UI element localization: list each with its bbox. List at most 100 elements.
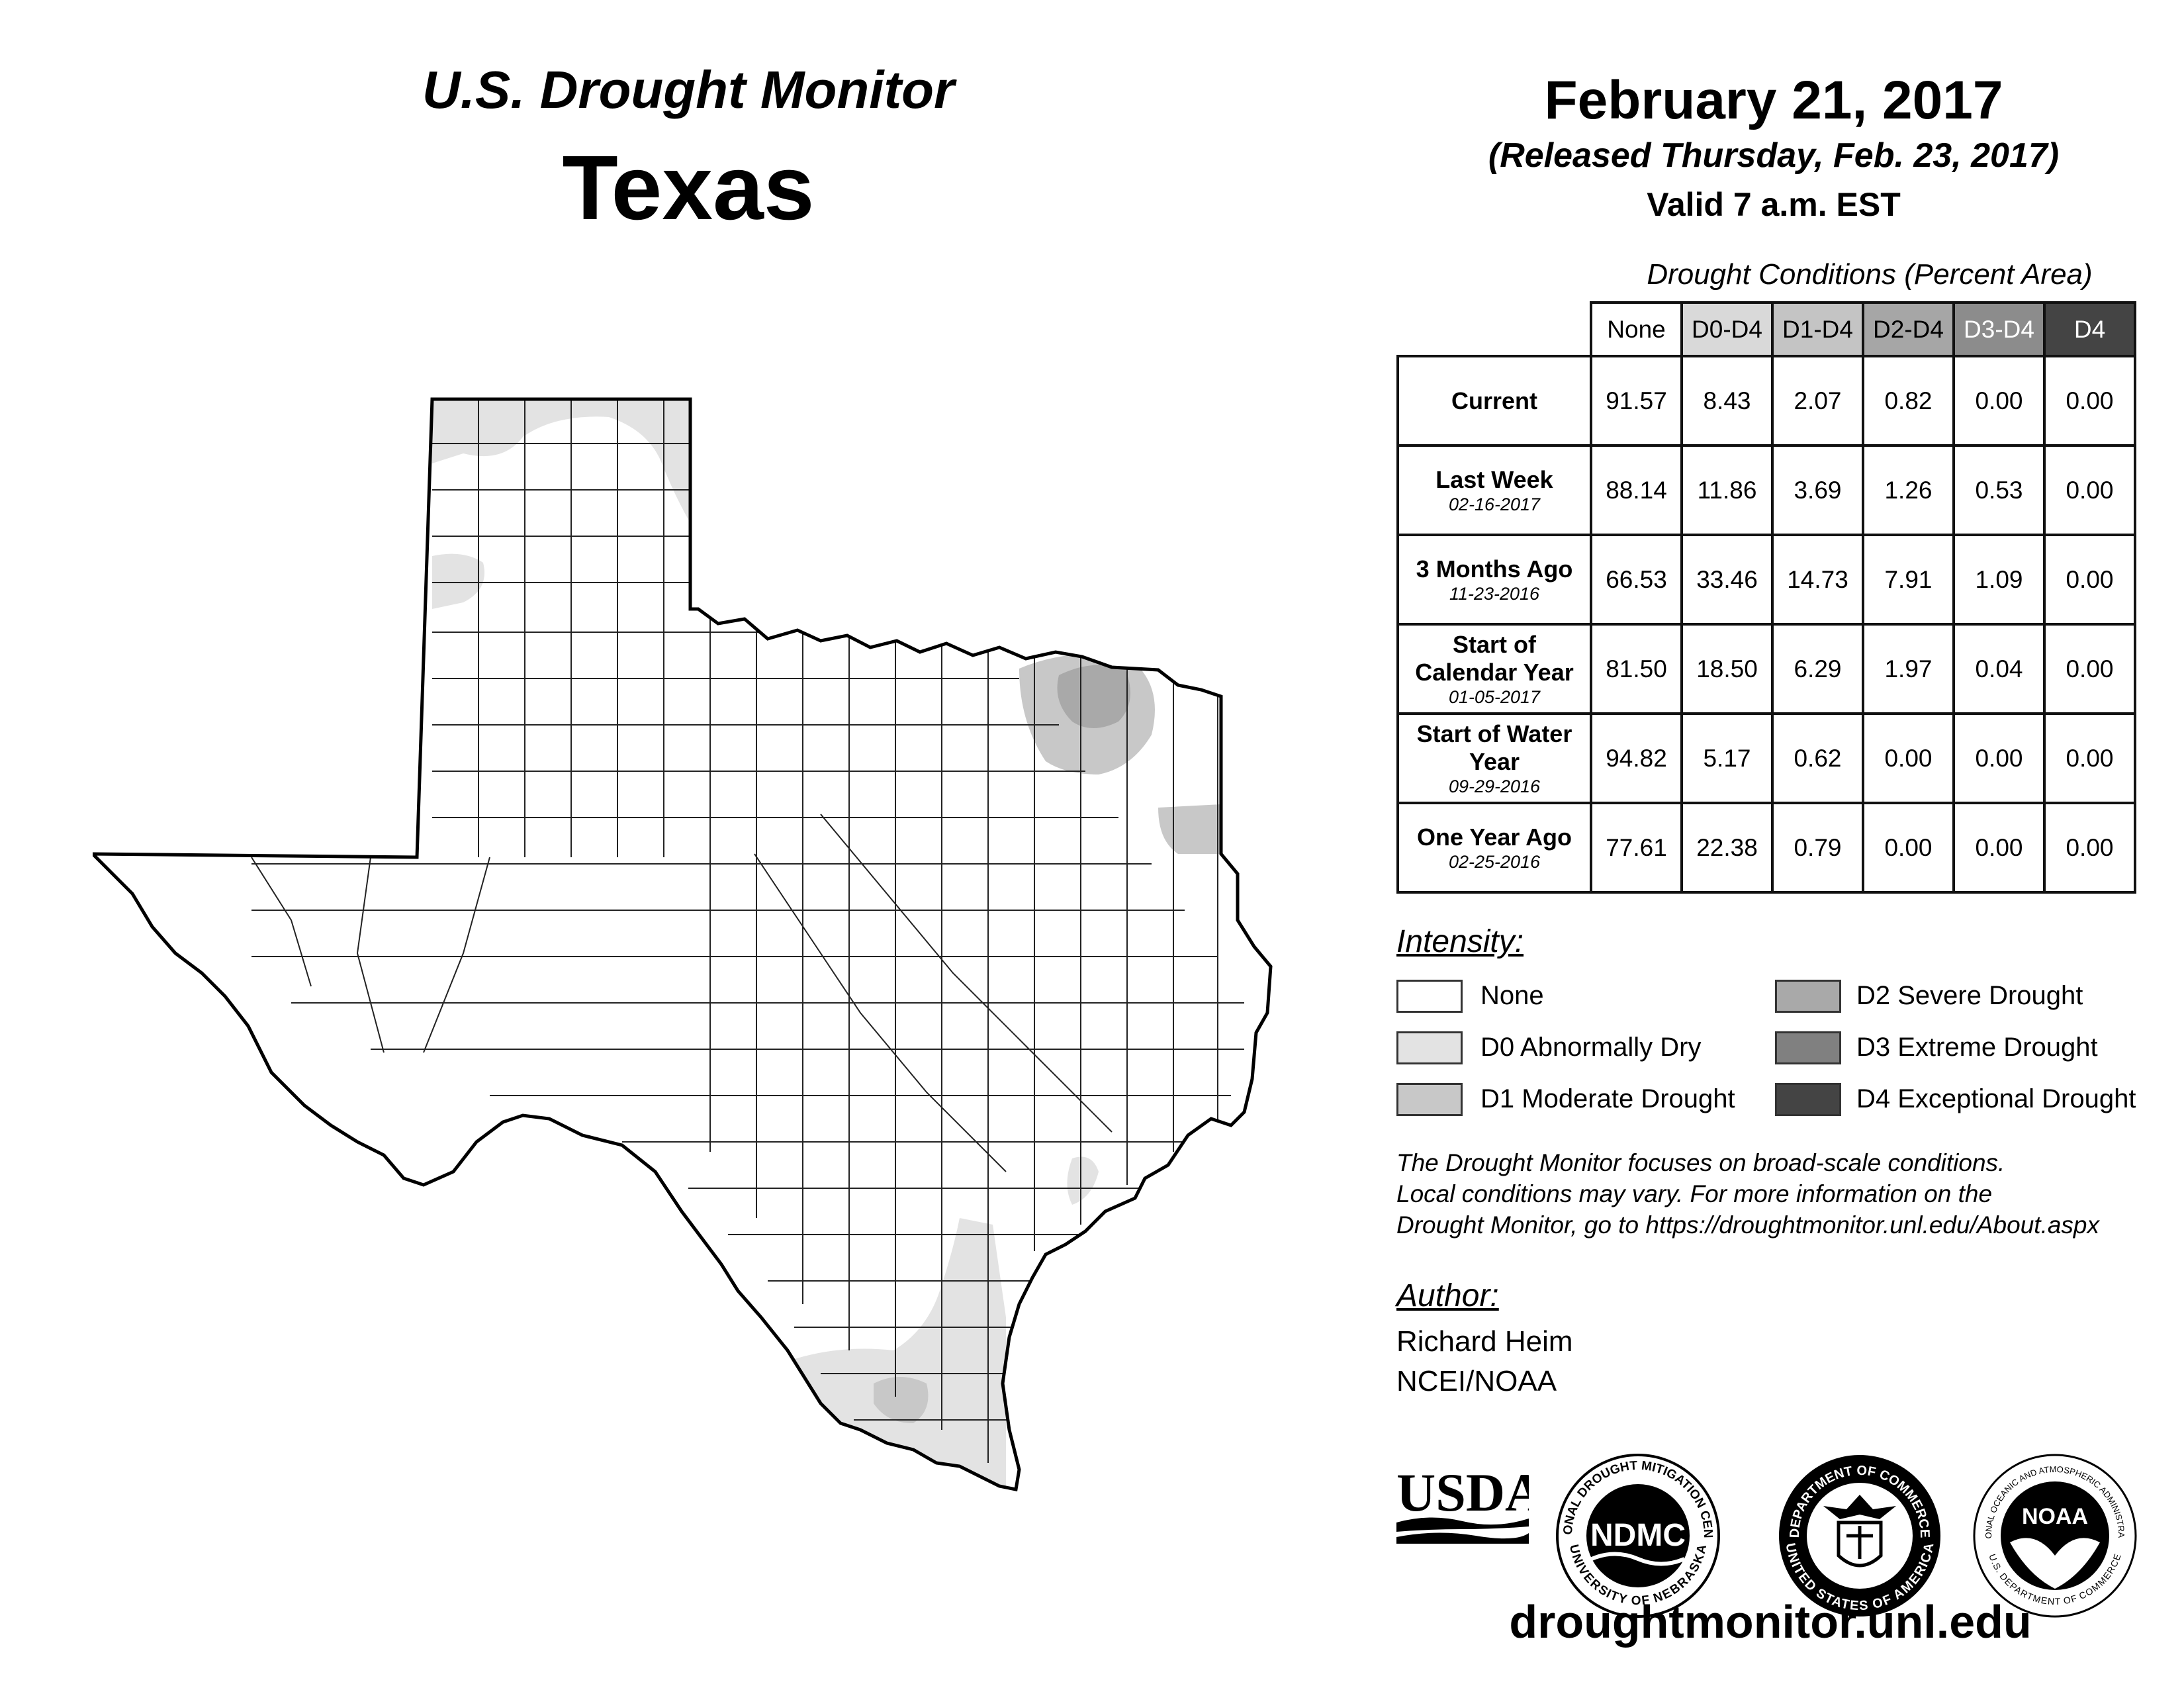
table-cell: 14.73 <box>1771 534 1864 626</box>
table-cell: 0.00 <box>2043 355 2136 447</box>
table-cell: 1.09 <box>1952 534 2046 626</box>
row-date: 09-29-2016 <box>1448 776 1541 796</box>
commerce-seal: DEPARTMENT OF COMMERCE UNITED STATES OF … <box>1779 1455 1940 1617</box>
note-line: Local conditions may vary. For more info… <box>1396 1180 1993 1207</box>
table-cell: 0.53 <box>1952 444 2046 536</box>
table-caption: Drought Conditions (Percent Area) <box>1647 258 2093 291</box>
legend-title: Intensity: <box>1396 924 1524 959</box>
table-cell: 0.82 <box>1862 355 1955 447</box>
table-cell: 0.00 <box>2043 444 2136 536</box>
row-label: Start of Calendar Year 01-05-2017 <box>1396 623 1592 715</box>
table-cell: 0.00 <box>1952 355 2046 447</box>
table-cell: 0.00 <box>1862 802 1955 894</box>
release-date: (Released Thursday, Feb. 23, 2017) <box>1488 136 2060 175</box>
table-row: 3 Months Ago 11-23-2016 66.53 33.46 14.73… <box>1396 534 2136 626</box>
table-cell: 11.86 <box>1680 444 1774 536</box>
table-cell: 91.57 <box>1590 355 1683 447</box>
table-cell: 0.79 <box>1771 802 1864 894</box>
ndmc-text: NDMC <box>1590 1518 1686 1553</box>
legend-label: None <box>1480 981 1544 1010</box>
legend-swatch-d0 <box>1396 1031 1463 1064</box>
row-label: 3 Months Ago 11-23-2016 <box>1396 534 1592 626</box>
d0-area-south <box>781 1218 1006 1489</box>
disclaimer-note: The Drought Monitor focuses on broad-sca… <box>1396 1147 2177 1241</box>
noaa-logo: NATIONAL OCEANIC AND ATMOSPHERIC ADMINIS… <box>1969 1450 2137 1618</box>
col-header: D3-D4 <box>1952 301 2046 357</box>
d2-area-northeast <box>1057 665 1130 728</box>
table-row: Last Week 02-16-2017 88.14 11.86 3.69 1.2… <box>1396 444 2136 536</box>
legend-swatch-d4 <box>1775 1083 1841 1116</box>
usda-logo: USDA <box>1396 1463 1529 1544</box>
legend-swatch-none <box>1396 980 1463 1013</box>
row-date: 01-05-2017 <box>1448 686 1541 707</box>
legend-label: D2 Severe Drought <box>1856 981 2083 1010</box>
col-header: D4 <box>2043 301 2136 357</box>
row-label: One Year Ago 02-25-2016 <box>1396 802 1592 894</box>
table-cell: 0.00 <box>2043 623 2136 715</box>
texas-drought-map <box>93 391 1284 1529</box>
state-outline <box>93 399 1271 1489</box>
table-cell: 77.61 <box>1590 802 1683 894</box>
row-date: 02-16-2017 <box>1448 494 1541 514</box>
drought-areas <box>432 399 1221 1489</box>
col-header: None <box>1590 301 1683 357</box>
legend-label: D0 Abnormally Dry <box>1480 1033 1702 1062</box>
usda-text: USDA <box>1396 1463 1529 1523</box>
row-label-text: Last Week <box>1435 465 1553 493</box>
drought-conditions-table: None D0-D4 D1-D4 D2-D4 D3-D4 D4 Current … <box>1396 301 2136 894</box>
table-cell: 3.69 <box>1771 444 1864 536</box>
county-lines <box>251 399 1244 1463</box>
table-cell: 88.14 <box>1590 444 1683 536</box>
table-row: Start of Water Year 09-29-2016 94.82 5.17… <box>1396 712 2136 804</box>
site-url: droughtmonitor.unl.edu <box>1509 1596 2032 1648</box>
legend-swatch-d1 <box>1396 1083 1463 1116</box>
table-header-row: None D0-D4 D1-D4 D2-D4 D3-D4 D4 <box>1398 301 2136 357</box>
row-date: 11-23-2016 <box>1449 583 1540 604</box>
table-cell: 0.00 <box>2043 534 2136 626</box>
table-cell: 0.00 <box>1862 712 1955 804</box>
table-cell: 0.62 <box>1771 712 1864 804</box>
d0-area-panhandle-west <box>432 553 484 609</box>
table-cell: 1.97 <box>1862 623 1955 715</box>
row-label-text: Start of Water Year <box>1416 720 1572 775</box>
row-label-text: Current <box>1451 387 1537 414</box>
author-org: NCEI/NOAA <box>1396 1365 1557 1397</box>
table-row: Start of Calendar Year 01-05-2017 81.50 1… <box>1396 623 2136 715</box>
ndmc-logo: NATIONAL DROUGHT MITIGATION CENTER UNIVE… <box>1552 1450 1720 1618</box>
state-title: Texas <box>562 137 815 239</box>
row-label: Start of Water Year 09-29-2016 <box>1396 712 1592 804</box>
legend-label: D4 Exceptional Drought <box>1856 1084 2136 1113</box>
d1-area-south <box>874 1377 929 1423</box>
d0-area-panhandle-north <box>432 399 690 523</box>
note-line: The Drought Monitor focuses on broad-sca… <box>1396 1149 2005 1176</box>
author-title: Author: <box>1396 1278 1499 1313</box>
row-label: Current <box>1396 355 1592 447</box>
legend-label: D3 Extreme Drought <box>1856 1033 2098 1062</box>
table-cell: 22.38 <box>1680 802 1774 894</box>
row-label: Last Week 02-16-2017 <box>1396 444 1592 536</box>
col-header: D0-D4 <box>1680 301 1774 357</box>
author-name: Richard Heim <box>1396 1325 1573 1358</box>
table-cell: 1.26 <box>1862 444 1955 536</box>
legend-swatch-d2 <box>1775 980 1841 1013</box>
map-date: February 21, 2017 <box>1544 70 2003 130</box>
row-label-text: One Year Ago <box>1416 823 1572 851</box>
legend-swatch-d3 <box>1775 1031 1841 1064</box>
d0-area-coastal <box>1067 1156 1099 1205</box>
note-line: Drought Monitor, go to https://droughtmo… <box>1396 1211 2099 1239</box>
table-cell: 66.53 <box>1590 534 1683 626</box>
table-row: Current 91.57 8.43 2.07 0.82 0.00 0.00 <box>1396 355 2136 447</box>
d1-area-east <box>1158 804 1221 854</box>
table-cell: 0.00 <box>2043 802 2136 894</box>
noaa-text: NOAA <box>2022 1504 2088 1529</box>
table-cell: 0.00 <box>1952 712 2046 804</box>
table-cell: 8.43 <box>1680 355 1774 447</box>
table-corner <box>1398 303 1591 357</box>
valid-time: Valid 7 a.m. EST <box>1647 186 1901 223</box>
table-cell: 5.17 <box>1680 712 1774 804</box>
table-cell: 6.29 <box>1771 623 1864 715</box>
table-cell: 0.04 <box>1952 623 2046 715</box>
row-date: 02-25-2016 <box>1448 851 1541 872</box>
col-header: D2-D4 <box>1862 301 1955 357</box>
row-label-text: Start of Calendar Year <box>1415 630 1574 686</box>
